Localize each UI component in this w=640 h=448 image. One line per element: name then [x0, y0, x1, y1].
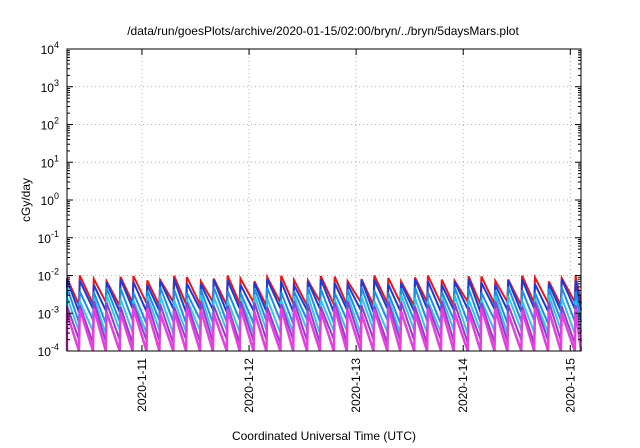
x-tick-label: 2020-1-15 — [563, 358, 577, 413]
x-tick-label: 2020-1-12 — [242, 358, 256, 413]
y-tick-label: 10-2 — [38, 267, 59, 284]
series-line — [66, 278, 582, 315]
y-axis-label: cGy/day — [19, 178, 33, 222]
x-axis: 2020-1-11 2020-1-12 2020-1-13 2020-1-14 2020… — [135, 49, 577, 413]
series-line — [66, 300, 582, 344]
x-axis-label: Coordinated Universal Time (UTC) — [232, 429, 416, 443]
x-tick-label: 2020-1-14 — [456, 358, 470, 413]
x-tick-label: 2020-1-13 — [349, 358, 363, 413]
x-tick-label: 2020-1-11 — [135, 358, 149, 412]
y-tick-label: 102 — [41, 116, 59, 133]
y-tick-label: 10-3 — [38, 304, 59, 321]
series-group — [65, 273, 583, 352]
y-tick-label: 104 — [41, 40, 59, 57]
y-tick-label: 103 — [41, 78, 59, 95]
y-tick-label: 10-1 — [38, 229, 59, 246]
y-tick-label: 100 — [41, 191, 59, 208]
series-line — [66, 294, 582, 335]
series-line — [65, 307, 583, 352]
y-tick-label: 101 — [41, 153, 59, 170]
series-line — [66, 286, 582, 325]
chart-title: /data/run/goesPlots/archive/2020-01-15/0… — [127, 24, 519, 38]
series-line — [66, 273, 582, 310]
y-tick-label: 10-4 — [38, 342, 59, 359]
y-axis: 10-4 10-3 10-2 10-1 100 101 102 103 104 — [38, 40, 581, 359]
grid — [67, 49, 581, 351]
